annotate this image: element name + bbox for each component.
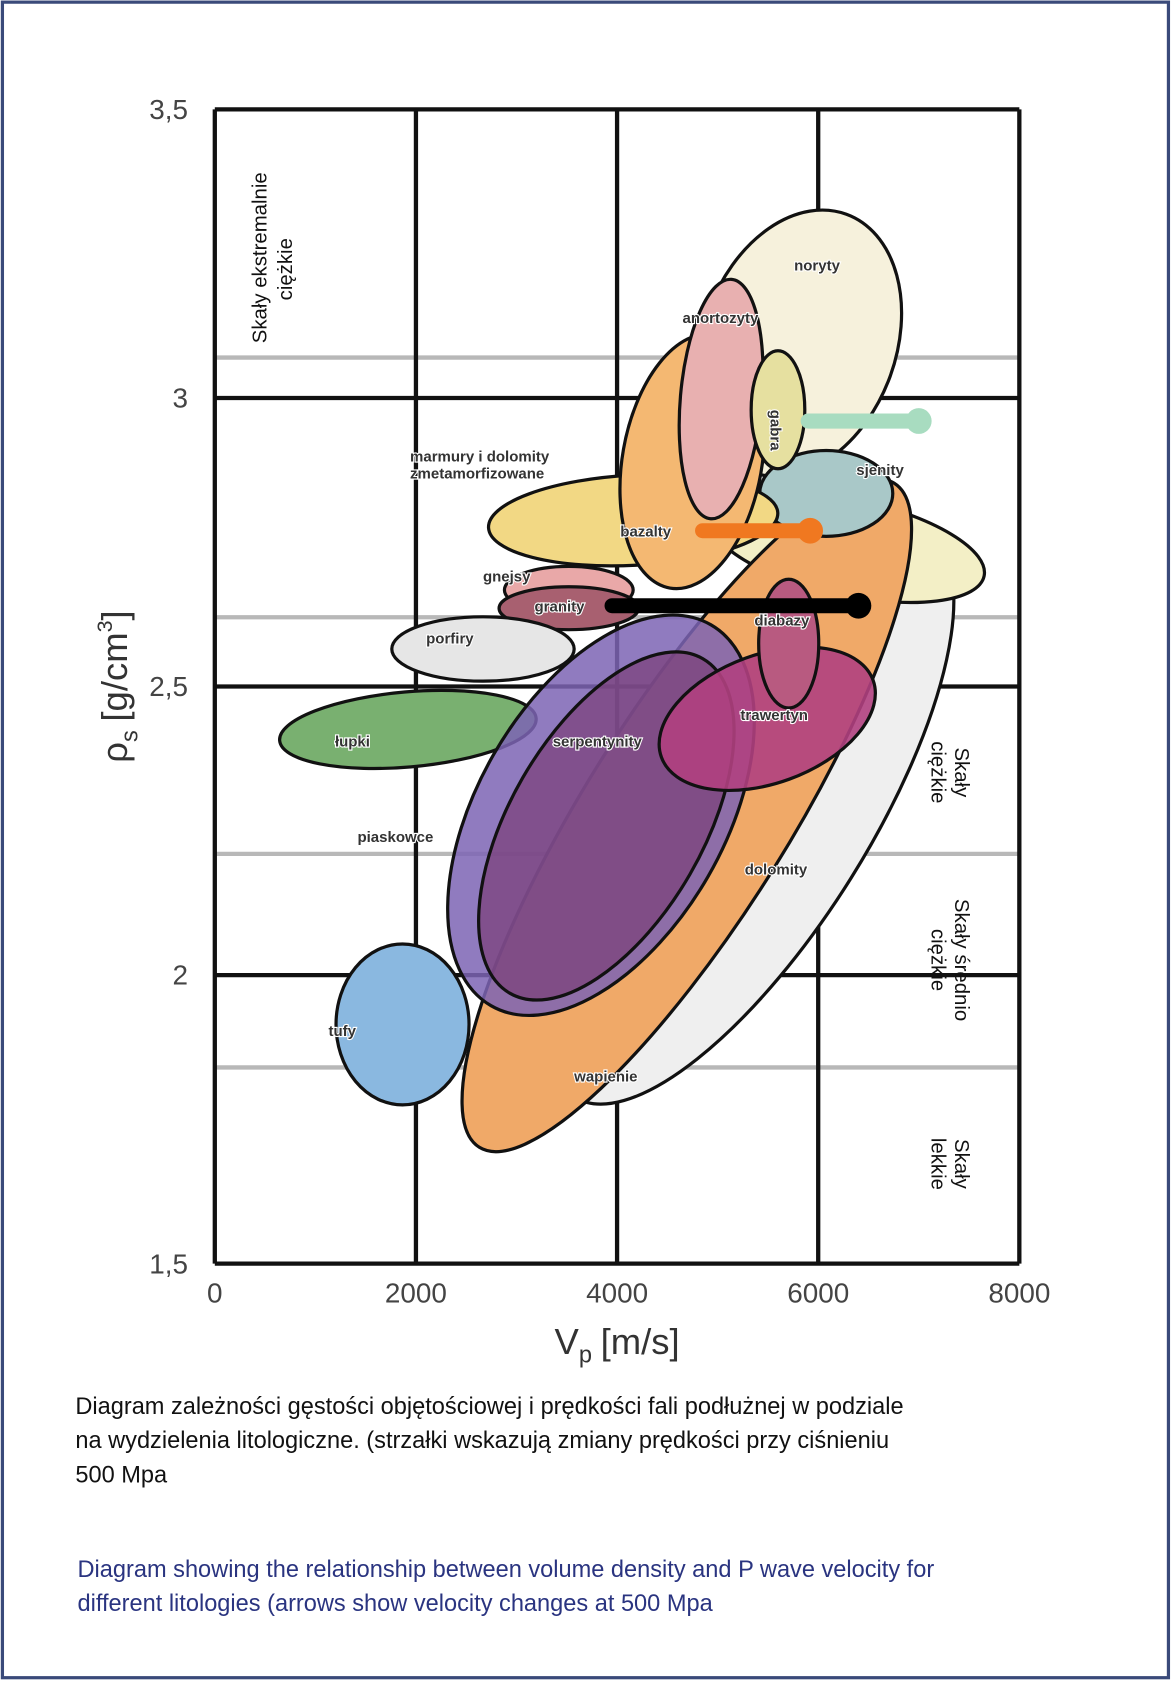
region-label: gabra: [766, 410, 783, 452]
caption-line: Diagram showing the relationship between…: [78, 1556, 935, 1582]
y-tick-label: 1,5: [149, 1248, 188, 1279]
y-label-part: s: [117, 730, 143, 742]
class-label-line: Skały ekstremalnie: [249, 172, 271, 343]
region-label: łupki: [335, 734, 370, 751]
region-label: wapienie: [573, 1068, 637, 1085]
x-tick-label: 6000: [787, 1277, 849, 1308]
caption-pl: Diagram zależności gęstości objętościowe…: [75, 1393, 903, 1488]
caption-line: 500 Mpa: [75, 1461, 168, 1487]
x-tick-label: 0: [207, 1277, 223, 1308]
y-axis-label: ρs [g/cm3]: [93, 610, 143, 762]
caption-line: na wydzielenia litologiczne. (strzałki w…: [75, 1427, 889, 1453]
region-label: serpentynity: [553, 734, 643, 751]
region-label: dolomity: [745, 861, 808, 878]
region-label: noryty: [794, 257, 841, 274]
region-label: anortozyty: [683, 310, 760, 327]
rock-class-labels: Skały ekstremalnie ciężkie Skałyciężkie S…: [249, 172, 972, 1190]
region-label: sjenity: [856, 462, 904, 479]
y-label-part: ]: [94, 610, 135, 620]
region-label: marmury i dolomity: [410, 448, 550, 465]
x-label-part: p: [579, 1341, 592, 1367]
x-tick-label: 4000: [586, 1277, 648, 1308]
region-label: piaskowce: [357, 829, 433, 846]
region-label: porfiry: [426, 631, 474, 648]
x-tick-label: 2000: [385, 1277, 447, 1308]
x-label-part: V: [555, 1321, 580, 1362]
class-label-line: lekkie: [926, 1138, 948, 1190]
class-label-line: Skały: [950, 747, 972, 798]
region-label: granity: [534, 598, 585, 615]
arrow-head: [905, 408, 932, 434]
y-label-part: ρ: [94, 742, 135, 763]
class-label: Skały ekstremalnie ciężkie: [249, 172, 297, 343]
caption-line: different litologies (arrows show veloci…: [78, 1590, 714, 1616]
region-label: bazalty: [620, 523, 672, 540]
x-label-part: [m/s]: [601, 1321, 680, 1362]
y-label-part: 3: [93, 620, 117, 632]
region-labels: noryty anortozyty gabra sjenity marmury …: [327, 256, 905, 1086]
region-label: trawertyn: [740, 707, 808, 724]
y-tick-label: 3,5: [149, 94, 188, 125]
region-label: zmetamorfizowane: [410, 465, 544, 482]
class-label-line: Skały średnio: [950, 899, 972, 1021]
arrow-head: [797, 517, 824, 544]
class-label: Skały średniociężkie: [926, 899, 972, 1021]
region: [657, 645, 877, 793]
class-label: Skałyciężkie: [926, 741, 972, 803]
y-tick-label: 3: [172, 383, 188, 414]
region-label: tufy: [329, 1023, 357, 1040]
region: [390, 615, 576, 683]
caption-en: Diagram showing the relationship between…: [78, 1556, 935, 1616]
region: [749, 349, 807, 471]
class-label: Skałylekkie: [926, 1138, 972, 1190]
arrows: [604, 408, 932, 619]
arrow-head: [845, 592, 872, 619]
class-label-line: ciężkie: [926, 741, 948, 803]
class-label-line: ciężkie: [275, 238, 297, 300]
region-label: diabazy: [754, 612, 810, 629]
y-label-part: [g/cm: [94, 632, 135, 721]
regions: [278, 208, 987, 1154]
y-tick-label: 2: [172, 960, 188, 991]
caption-line: Diagram zależności gęstości objętościowe…: [75, 1393, 903, 1419]
region: [334, 942, 471, 1107]
y-tick-label: 2,5: [149, 671, 188, 702]
class-label-line: Skały: [950, 1139, 972, 1190]
x-axis-label: Vp [m/s]: [555, 1321, 680, 1368]
region-label: gnejsy: [483, 568, 531, 585]
class-label-line: ciężkie: [926, 929, 948, 991]
x-tick-label: 8000: [988, 1277, 1050, 1308]
